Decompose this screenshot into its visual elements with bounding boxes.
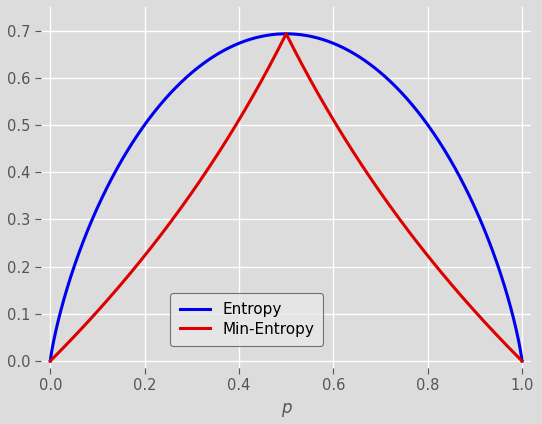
Min-Entropy <box>519 358 525 363</box>
Min-Entropy <box>75 329 82 335</box>
Min-Entropy <box>47 358 54 363</box>
Entropy <box>519 358 525 363</box>
Min-Entropy <box>139 256 146 261</box>
Entropy <box>139 125 146 130</box>
Line: Min-Entropy: Min-Entropy <box>50 34 522 361</box>
Min-Entropy <box>278 42 284 47</box>
Entropy <box>47 358 54 363</box>
Legend: Entropy, Min-Entropy: Entropy, Min-Entropy <box>170 293 324 346</box>
Entropy <box>283 31 289 36</box>
Entropy <box>278 31 284 36</box>
Min-Entropy <box>49 356 56 361</box>
Min-Entropy <box>283 31 289 36</box>
X-axis label: p: p <box>281 399 292 417</box>
Min-Entropy <box>494 333 500 338</box>
Entropy <box>67 277 73 282</box>
Entropy <box>75 251 82 257</box>
Entropy <box>494 261 500 266</box>
Line: Entropy: Entropy <box>50 34 522 361</box>
Min-Entropy <box>67 338 73 343</box>
Entropy <box>49 345 56 350</box>
